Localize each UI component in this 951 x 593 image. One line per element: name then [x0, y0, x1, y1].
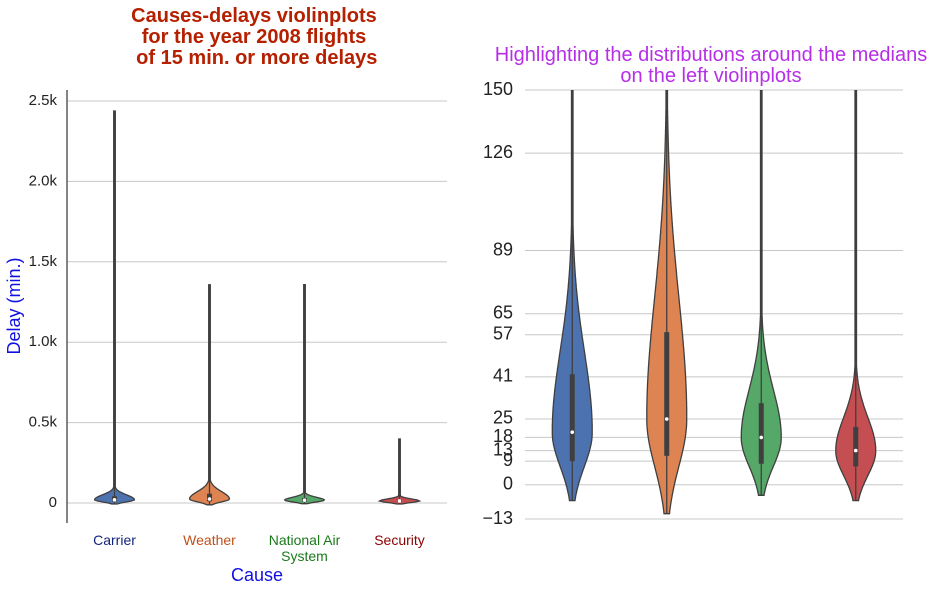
y-tick-label: −13 [482, 508, 513, 528]
median [207, 497, 212, 501]
y-axis-label: Delay (min.) [4, 257, 24, 354]
x-axis-label: Cause [231, 565, 283, 585]
y-tick-label: 2.5k [29, 92, 58, 109]
y-tick-label: 9 [503, 450, 513, 470]
y-tick-label: 41 [493, 366, 513, 386]
box [853, 426, 859, 467]
y-tick-label: 25 [493, 408, 513, 428]
median [397, 499, 402, 503]
x-tick-label: Carrier [93, 532, 136, 548]
median [664, 417, 669, 421]
plot-area [93, 110, 422, 506]
x-tick-label: Security [374, 532, 425, 548]
chart-title: Highlighting the distributions around th… [495, 44, 928, 87]
plot-area [551, 90, 877, 515]
chart-title: Causes-delays violinplots for the year 20… [131, 5, 378, 69]
median [853, 448, 858, 453]
median [302, 498, 307, 502]
median [570, 430, 575, 434]
y-tick-label: 2.0k [29, 172, 58, 189]
y-tick-label: 1.0k [29, 333, 58, 350]
y-tick-label: 0 [503, 474, 513, 494]
median [759, 435, 764, 440]
y-tick-label: 0 [49, 494, 57, 511]
y-tick-label: 1.5k [29, 253, 58, 270]
y-tick-label: 18 [493, 426, 513, 446]
box [569, 374, 575, 462]
median [112, 498, 117, 502]
y-tick-label: 57 [493, 324, 513, 344]
y-tick-label: 89 [493, 239, 513, 259]
x-tick-label: Weather [183, 532, 236, 548]
y-tick-label: 13 [493, 439, 513, 459]
box [758, 403, 764, 464]
y-tick-label: 65 [493, 302, 513, 322]
y-tick-label: 126 [483, 142, 513, 162]
x-tick-label: National Air System [268, 532, 341, 564]
box [664, 332, 670, 456]
y-tick-label: 150 [483, 79, 513, 99]
y-tick-label: 0.5k [29, 414, 58, 431]
